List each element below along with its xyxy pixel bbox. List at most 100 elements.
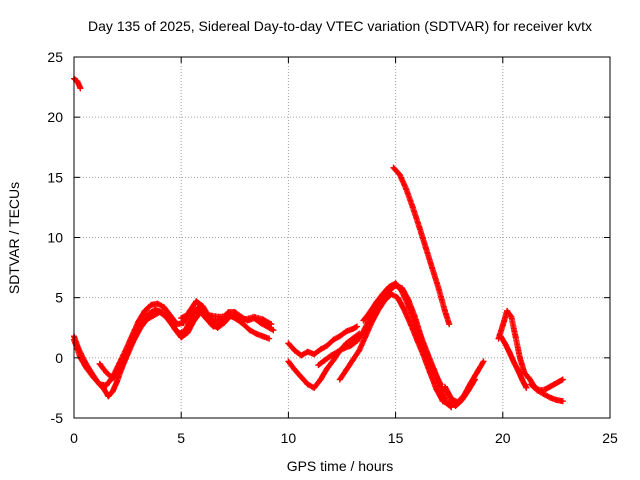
data-point	[499, 322, 506, 329]
data-point	[96, 360, 103, 367]
data-point	[343, 366, 350, 373]
data-point	[330, 336, 337, 343]
data-point	[266, 335, 273, 342]
data-point	[317, 376, 324, 383]
data-point	[386, 283, 393, 290]
data-point	[178, 334, 185, 341]
data-point	[516, 354, 523, 361]
data-point	[407, 321, 414, 328]
grid	[74, 57, 610, 418]
data-point	[83, 365, 90, 372]
data-point	[291, 347, 298, 354]
data-point	[311, 384, 318, 391]
data-point	[441, 307, 448, 314]
data-point	[429, 264, 436, 271]
data-point	[362, 333, 369, 340]
data-point	[285, 340, 292, 347]
data-point	[418, 337, 425, 344]
data-point	[263, 323, 270, 330]
ticks: 0 5 10 15 20 25 -5 0 5 10 15 20 25	[47, 49, 618, 446]
x-tick-label: 10	[281, 430, 297, 446]
data-point	[268, 321, 275, 328]
data-point	[448, 395, 455, 402]
data-point	[139, 319, 146, 326]
data-point	[336, 376, 343, 383]
data-point	[208, 312, 215, 319]
data-point	[401, 306, 408, 313]
data-point	[199, 303, 206, 310]
y-tick-label: -5	[51, 410, 64, 426]
data-point	[193, 298, 200, 305]
data-point	[270, 327, 277, 334]
data-point	[126, 344, 133, 351]
x-axis-label: GPS time / hours	[287, 458, 394, 474]
data-point	[231, 309, 238, 316]
y-tick-label: 5	[55, 290, 63, 306]
data-point	[360, 317, 367, 324]
data-point	[379, 291, 386, 298]
data-point	[546, 383, 553, 390]
series-s16	[525, 374, 566, 394]
data-point	[216, 322, 223, 329]
data-point	[152, 306, 159, 313]
data-point	[240, 321, 247, 328]
data-point	[298, 374, 305, 381]
chart-title: Day 135 of 2025, Sidereal Day-to-day VTE…	[88, 18, 592, 34]
data-point	[158, 309, 165, 316]
y-tick-label: 0	[55, 350, 63, 366]
data-point	[141, 307, 148, 314]
data-point	[103, 369, 110, 376]
data-point	[323, 342, 330, 349]
data-point	[109, 375, 116, 382]
data-point	[405, 303, 412, 310]
data-point	[446, 399, 453, 406]
data-points	[71, 75, 566, 411]
series-s5	[178, 307, 275, 328]
data-point	[354, 337, 361, 344]
data-point	[103, 382, 110, 389]
data-point	[105, 393, 112, 400]
data-point	[525, 374, 532, 381]
data-point	[366, 309, 373, 316]
data-point	[336, 333, 343, 340]
y-tick-label: 20	[47, 109, 63, 125]
data-point	[191, 317, 198, 324]
data-point	[411, 318, 418, 325]
data-point	[369, 318, 376, 325]
data-point	[392, 280, 399, 287]
data-point	[409, 204, 416, 211]
y-axis-label: SDTVAR / TECUs	[6, 182, 22, 294]
x-tick-label: 20	[495, 430, 511, 446]
data-point	[553, 396, 560, 403]
data-point	[354, 323, 361, 330]
data-point	[471, 376, 478, 383]
data-point	[433, 386, 440, 393]
x-tick-label: 25	[602, 430, 618, 446]
data-point	[328, 352, 335, 359]
data-point	[394, 294, 401, 301]
series-s10	[360, 280, 444, 388]
data-point	[251, 313, 258, 320]
data-point	[347, 342, 354, 349]
data-point	[441, 383, 448, 390]
y-tick-label: 25	[47, 49, 63, 65]
data-point	[285, 358, 292, 365]
data-point	[437, 381, 444, 388]
data-point	[349, 325, 356, 332]
data-point	[523, 384, 530, 391]
data-point	[390, 164, 397, 171]
data-point	[375, 306, 382, 313]
series-s11	[390, 164, 453, 328]
data-point	[512, 334, 519, 341]
data-point	[508, 313, 515, 320]
data-point	[184, 311, 191, 318]
data-point	[178, 315, 185, 322]
data-point	[311, 351, 318, 358]
data-point	[551, 381, 558, 388]
data-point	[431, 369, 438, 376]
data-point	[246, 327, 253, 334]
data-point	[253, 330, 260, 337]
data-point	[242, 316, 249, 323]
data-point	[334, 348, 341, 355]
